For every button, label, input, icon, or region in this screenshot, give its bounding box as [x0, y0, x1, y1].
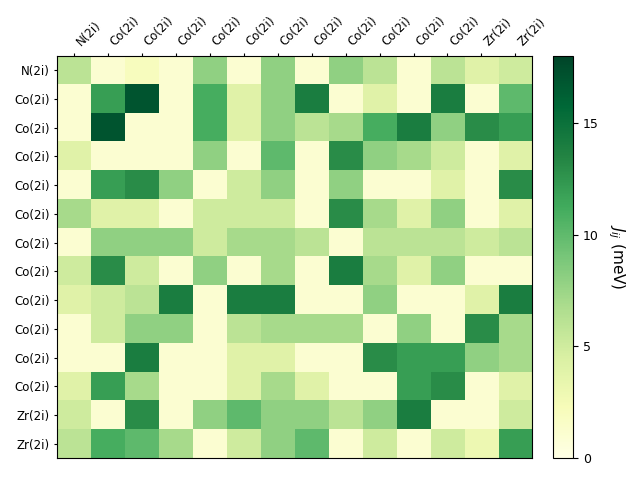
Y-axis label: $J_{ij}$ (meV): $J_{ij}$ (meV): [606, 224, 627, 289]
